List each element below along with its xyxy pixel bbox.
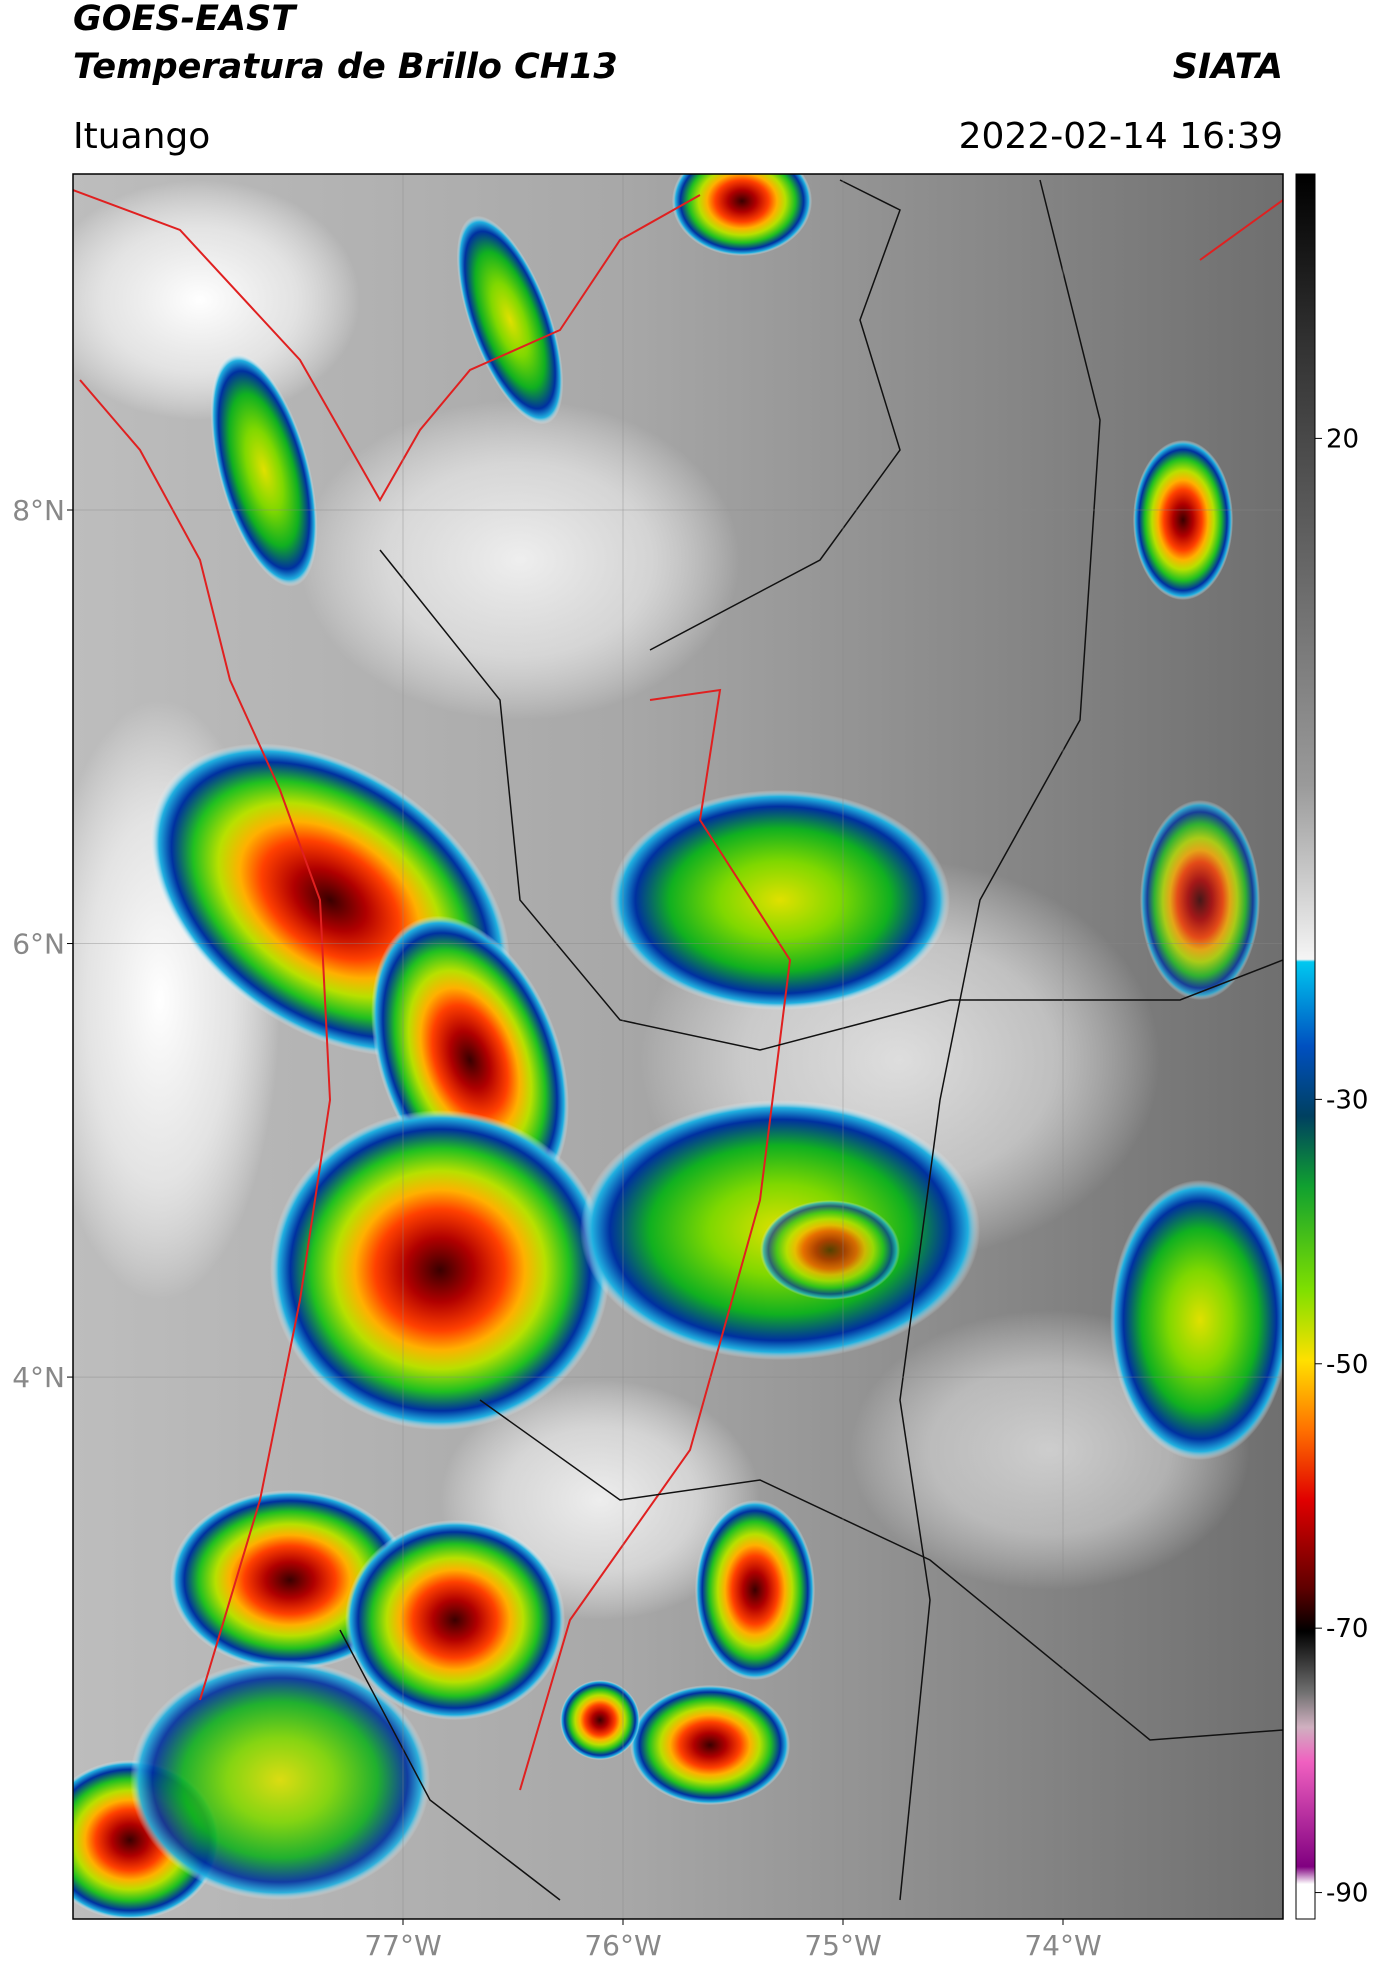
colorbar-label: -50 <box>1326 1350 1368 1380</box>
lat-label: 8°N <box>12 494 65 527</box>
lon-label: 74°W <box>1024 1929 1101 1962</box>
lat-label: 6°N <box>12 928 65 961</box>
lon-label: 75°W <box>804 1929 881 1962</box>
satellite-image <box>73 174 1283 1919</box>
lon-label: 76°W <box>584 1929 661 1962</box>
lon-label: 77°W <box>364 1929 441 1962</box>
map-frame <box>72 173 1284 1920</box>
colorbar <box>1295 173 1316 1920</box>
datetime: 2022-02-14 16:39 <box>959 116 1283 157</box>
colorbar-label: 20 <box>1326 424 1359 454</box>
subtitle: Temperatura de Brillo CH13 <box>73 47 618 87</box>
lat-label: 4°N <box>12 1361 65 1394</box>
location: Ituango <box>73 116 210 157</box>
title: GOES-EAST <box>73 0 298 39</box>
colorbar-label: -30 <box>1326 1085 1368 1115</box>
brand: SIATA <box>1173 47 1283 87</box>
colorbar-label: -90 <box>1326 1879 1368 1909</box>
colorbar-label: -70 <box>1326 1614 1368 1644</box>
